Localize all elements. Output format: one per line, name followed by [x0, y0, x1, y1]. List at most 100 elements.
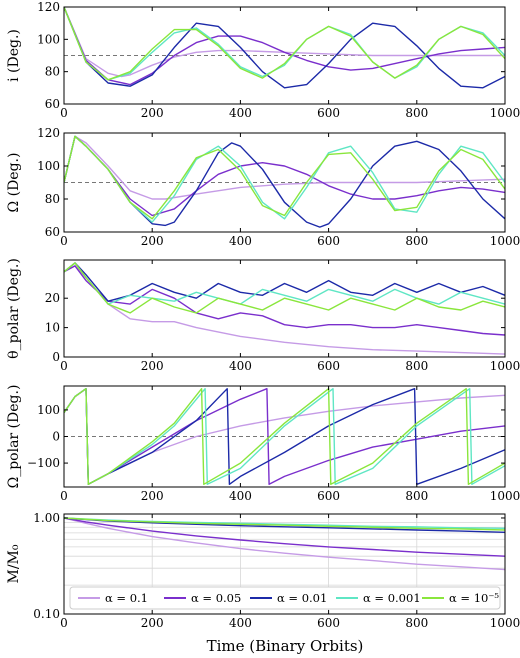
- y-axis-label: i (Deg.): [6, 29, 22, 82]
- series-line-1: [64, 7, 505, 78]
- series-line-4: [64, 262, 505, 305]
- x-ticks: 0 200 400 600 800 1000: [60, 260, 520, 373]
- series-line-3: [64, 7, 505, 89]
- y-tick-label: 0: [52, 350, 60, 364]
- x-tick-label: 200: [141, 489, 164, 503]
- y-axis-label: Ω (Deg.): [6, 153, 22, 213]
- plot-frame: [63, 513, 506, 615]
- panel-2: 0 200 400 600 800 1000 60 80 100 120 Ω (Deg.): [6, 126, 520, 248]
- x-ticks: 0 200 400 600 800 1000: [60, 133, 520, 248]
- legend: α = 0.1 α = 0.05 α = 0.01 α = 0.001 α = 10⁻⁵: [69, 586, 501, 610]
- y-tick-label: 100: [37, 403, 60, 417]
- x-tick-label: 0: [60, 359, 68, 373]
- series-line-1: [64, 517, 505, 571]
- x-tick-label: 800: [405, 489, 428, 503]
- x-tick-label: 600: [317, 106, 340, 120]
- x-ticks: 0 200 400 600 800 1000: [60, 386, 520, 503]
- y-tick-label: 80: [45, 192, 60, 206]
- x-tick-label: 200: [141, 234, 164, 248]
- series-line-1: [64, 135, 505, 200]
- series-line-1: [64, 265, 505, 355]
- x-tick-label: 1000: [490, 359, 520, 373]
- y-tick-label: 80: [45, 65, 60, 79]
- x-tick-label: 400: [229, 616, 252, 630]
- x-tick-label: 0: [60, 106, 68, 120]
- x-tick-label: 400: [229, 106, 252, 120]
- x-ticks: 0 200 400 600 800 1000: [60, 7, 520, 120]
- x-tick-label: 0: [60, 489, 68, 503]
- x-tick-label: 0: [60, 616, 68, 630]
- series-line-2: [64, 517, 505, 557]
- x-tick-label: 200: [141, 616, 164, 630]
- x-tick-label: 600: [317, 489, 340, 503]
- y-axis-label: M/M₀: [6, 544, 22, 583]
- y-tick-label: 100: [37, 159, 60, 173]
- y-tick-label: 120: [37, 126, 60, 140]
- x-tick-label: 800: [405, 616, 428, 630]
- series-line-5: [64, 262, 505, 314]
- legend-entry: α = 0.05: [191, 591, 241, 605]
- series-line-5: [64, 7, 505, 81]
- series-group: [64, 388, 505, 485]
- series-group: [64, 7, 505, 89]
- x-tick-label: 600: [317, 616, 340, 630]
- y-tick-label: 120: [37, 0, 60, 14]
- x-tick-label: 1000: [490, 489, 520, 503]
- legend-box: [69, 586, 501, 610]
- x-tick-label: 800: [405, 106, 428, 120]
- y-tick-label: 0: [52, 430, 60, 444]
- y-axis-label: θ_polar (Deg.): [6, 258, 22, 359]
- plot-frame: [63, 259, 506, 358]
- series-line-2: [64, 135, 505, 217]
- y-ticks: 0 10 20: [45, 291, 505, 364]
- x-tick-label: 200: [141, 106, 164, 120]
- x-tick-label: 400: [229, 234, 252, 248]
- x-tick-label: 600: [317, 359, 340, 373]
- x-tick-label: 200: [141, 359, 164, 373]
- y-tick-label: 100: [37, 32, 60, 46]
- legend-entry: α = 0.1: [105, 591, 148, 605]
- x-tick-label: 0: [60, 234, 68, 248]
- y-tick-label: 1.00: [33, 511, 60, 525]
- x-tick-label: 800: [405, 234, 428, 248]
- series-group: [64, 262, 505, 355]
- y-ticks: 0.10 1.00: [33, 511, 505, 621]
- plot-frame: [63, 132, 506, 233]
- y-ticks: 60 80 100 120: [37, 0, 505, 111]
- legend-entry: α = 10⁻⁵: [449, 591, 499, 605]
- x-tick-label: 1000: [490, 616, 520, 630]
- y-tick-label: 60: [45, 225, 60, 239]
- x-ticks: 0 200 400 600 800 1000: [60, 514, 520, 630]
- series-group: [64, 135, 505, 228]
- series-line-2: [64, 265, 505, 336]
- y-tick-label: −100: [27, 456, 60, 470]
- x-tick-label: 1000: [490, 234, 520, 248]
- legend-entry: α = 0.01: [277, 591, 327, 605]
- x-axis-label: Time (Binary Orbits): [207, 637, 364, 655]
- y-ticks: −100 0 100: [27, 403, 505, 470]
- series-line-5: [64, 517, 505, 531]
- series-line-5: [64, 135, 505, 220]
- series-line-5: [64, 388, 505, 485]
- panel-3: 0 200 400 600 800 1000 0 10 20 θ_polar (Deg.): [6, 258, 520, 373]
- y-tick-label: 10: [45, 321, 60, 335]
- y-tick-label: 0.10: [33, 607, 60, 621]
- x-tick-label: 800: [405, 359, 428, 373]
- panel-1: 0 200 400 600 800 1000 60 80 100 120 i (Deg.): [6, 0, 520, 120]
- y-ticks: 60 80 100 120: [37, 126, 505, 239]
- series-line-2: [64, 7, 505, 86]
- x-tick-label: 400: [229, 359, 252, 373]
- panel-4: 0 200 400 600 800 1000 −100 0 100 Ω_polar (Deg.): [6, 385, 520, 503]
- y-tick-label: 20: [45, 291, 60, 305]
- series-group: [64, 517, 505, 571]
- y-tick-label: 60: [45, 97, 60, 111]
- legend-entry: α = 0.001: [363, 591, 421, 605]
- series-line-3: [64, 517, 505, 533]
- series-line-3: [64, 262, 505, 302]
- x-tick-label: 600: [317, 234, 340, 248]
- x-tick-label: 400: [229, 489, 252, 503]
- plot-frame: [63, 6, 506, 105]
